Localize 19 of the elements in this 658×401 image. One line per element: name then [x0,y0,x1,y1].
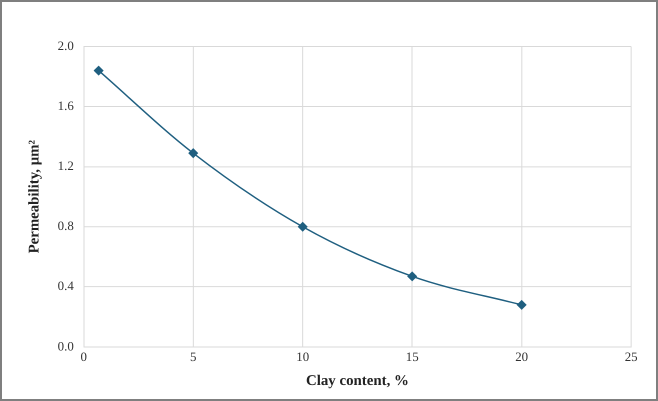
x-tick-label: 0 [80,350,87,364]
point [516,300,526,310]
y-axis-title: Permeability, μm² [26,140,43,254]
point [407,272,417,282]
x-tick-label: 10 [296,350,310,364]
x-axis-title: Clay content, % [306,373,409,390]
y-tick-label: 2.0 [58,38,74,53]
y-tick-label: 0.0 [58,339,74,354]
point [298,222,308,232]
y-tick-label: 1.6 [58,99,74,114]
x-tick-label: 20 [515,350,528,364]
point [188,148,198,158]
x-tick-label: 15 [406,350,419,364]
y-tick-label: 1.2 [58,159,74,174]
x-tick-label: 5 [190,350,196,364]
x-tick-label: 25 [624,350,638,364]
y-tick-label: 0.8 [58,219,74,234]
y-tick-label: 0.4 [58,279,74,294]
point [94,66,104,76]
